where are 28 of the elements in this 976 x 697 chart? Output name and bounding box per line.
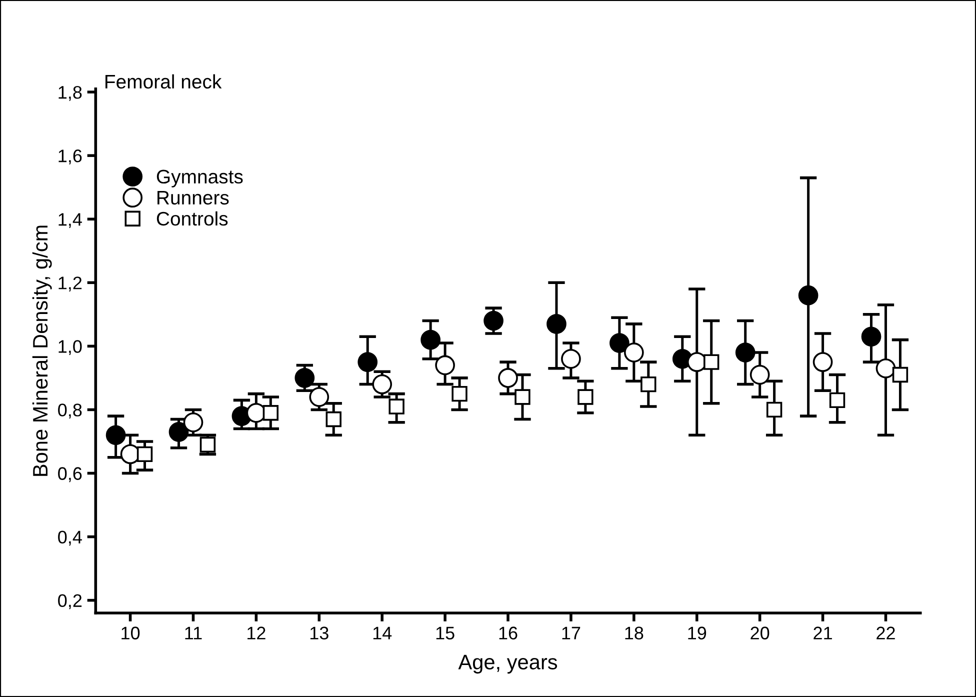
- x-tick-label: 14: [373, 626, 392, 640]
- y-tick-label: 0,6: [58, 467, 82, 482]
- y-tick-label: 1,6: [58, 150, 82, 164]
- y-tick-label: 0,8: [58, 404, 82, 419]
- legend-label: Gymnasts: [156, 170, 243, 188]
- y-axis-title: Bone Mineral Density, g/cm: [32, 226, 52, 476]
- x-tick-label: 20: [750, 626, 770, 640]
- y-tick-label: 1,8: [58, 86, 82, 101]
- x-tick-label: 13: [310, 626, 328, 640]
- x-tick-label: 21: [814, 626, 832, 640]
- x-tick-label: 18: [625, 626, 644, 640]
- x-tick-label: 19: [688, 626, 706, 640]
- x-tick-label: 22: [876, 626, 895, 640]
- chart-title: Femoral neck: [105, 74, 222, 89]
- x-tick-label: 16: [499, 626, 518, 640]
- y-tick-label: 1,4: [58, 213, 82, 228]
- x-tick-label: 10: [122, 626, 140, 640]
- y-tick-label: 0,4: [58, 530, 82, 546]
- y-tick-label: 1,2: [58, 276, 82, 292]
- x-tick-label: 17: [562, 626, 580, 640]
- y-tick-label: 0,2: [58, 594, 82, 610]
- x-tick-label: 12: [248, 626, 266, 640]
- x-axis-title: Age, years: [458, 654, 558, 674]
- y-tick-label: 1,0: [58, 340, 82, 356]
- legend-label: Controls: [156, 211, 228, 226]
- legend-label: Runners: [158, 191, 229, 205]
- x-tick-label: 11: [185, 626, 202, 640]
- x-tick-label: 15: [436, 626, 454, 640]
